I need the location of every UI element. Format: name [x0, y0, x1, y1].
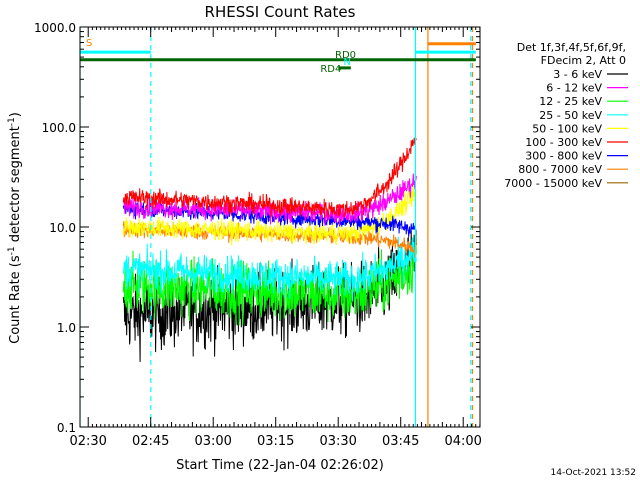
legend-label-8: 7000 - 15000 keV: [504, 177, 602, 190]
legend-label-6: 300 - 800 keV: [525, 150, 602, 163]
x-tick-label: 03:45: [382, 434, 419, 449]
flag-label-4: RD4: [320, 64, 341, 75]
x-tick-label: 03:00: [194, 434, 231, 449]
x-tick-label: 03:15: [257, 434, 294, 449]
series-line-4: [122, 183, 417, 246]
y-tick-label: 0.1: [57, 421, 76, 435]
series-line-1: [122, 170, 417, 226]
x-axis-label: Start Time (22-Jan-04 02:26:02): [176, 458, 384, 473]
x-tick-label: 03:30: [319, 434, 356, 449]
legend: Det 1f,3f,4f,5f,6f,9f, FDecim 2, Att 0 3…: [504, 41, 628, 190]
y-label-prefix: Count Rate (s: [8, 255, 23, 344]
flag-label-1: N: [343, 57, 350, 68]
y-label-suffix: ): [8, 112, 23, 117]
chart-title: RHESSI Count Rates: [205, 3, 356, 21]
timestamp: 14-Oct-2021 13:52: [551, 468, 636, 478]
legend-label-5: 100 - 300 keV: [525, 136, 602, 149]
legend-label-0: 3 - 6 keV: [553, 68, 602, 81]
legend-header-1: Det 1f,3f,4f,5f,6f,9f,: [517, 41, 626, 54]
legend-label-1: 6 - 12 keV: [546, 82, 602, 95]
x-tick-label: 02:30: [69, 434, 106, 449]
y-tick-label: 1000.0: [34, 21, 76, 35]
y-tick-label: 1.0: [57, 321, 76, 335]
y-axis-label: Count Rate (s-1 detector segment-1): [7, 112, 23, 344]
series-line-2: [122, 235, 417, 326]
legend-label-3: 25 - 50 keV: [539, 109, 602, 122]
x-tick-label: 02:45: [132, 434, 169, 449]
series-line-5: [122, 137, 417, 218]
y-axis: 1000.0 100.0 10.0 1.0 0.1: [34, 21, 480, 435]
legend-label-4: 50 - 100 keV: [532, 122, 602, 135]
legend-label-2: 12 - 25 keV: [539, 95, 602, 108]
y-label-mid: detector segment: [8, 126, 23, 246]
y-tick-label: 100.0: [42, 121, 76, 135]
flag-label-0: S: [86, 38, 92, 49]
y-label-sup2: -1: [7, 117, 17, 126]
legend-header-2: FDecim 2, Att 0: [541, 54, 626, 67]
legend-label-7: 800 - 7000 keV: [518, 163, 602, 176]
series-line-3: [122, 236, 417, 302]
flag-label-3: RD0: [335, 50, 356, 61]
x-tick-label: 04:00: [444, 434, 481, 449]
y-tick-label: 10.0: [49, 221, 76, 235]
y-label-sup1: -1: [7, 246, 17, 255]
x-axis: 02:30 02:45 03:00 03:15 03:30 03:45 04:00: [69, 27, 482, 449]
